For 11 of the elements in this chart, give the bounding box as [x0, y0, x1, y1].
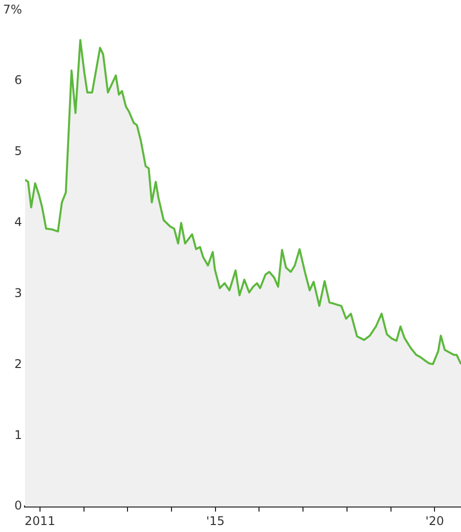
y-tick-label: 5	[14, 144, 22, 158]
x-tick-label: '20	[425, 514, 444, 528]
y-tick-label: 6	[14, 73, 22, 88]
y-tick-label: 7%	[2, 2, 22, 16]
y-tick-label: 1	[14, 428, 22, 442]
x-tick-label: '15	[206, 514, 225, 528]
y-tick-label: 2	[14, 356, 22, 371]
x-tick-label: 2011	[24, 514, 56, 528]
y-tick-label: 3	[14, 286, 22, 300]
y-tick-label: 0	[14, 498, 22, 513]
y-tick-label: 4	[14, 215, 22, 230]
